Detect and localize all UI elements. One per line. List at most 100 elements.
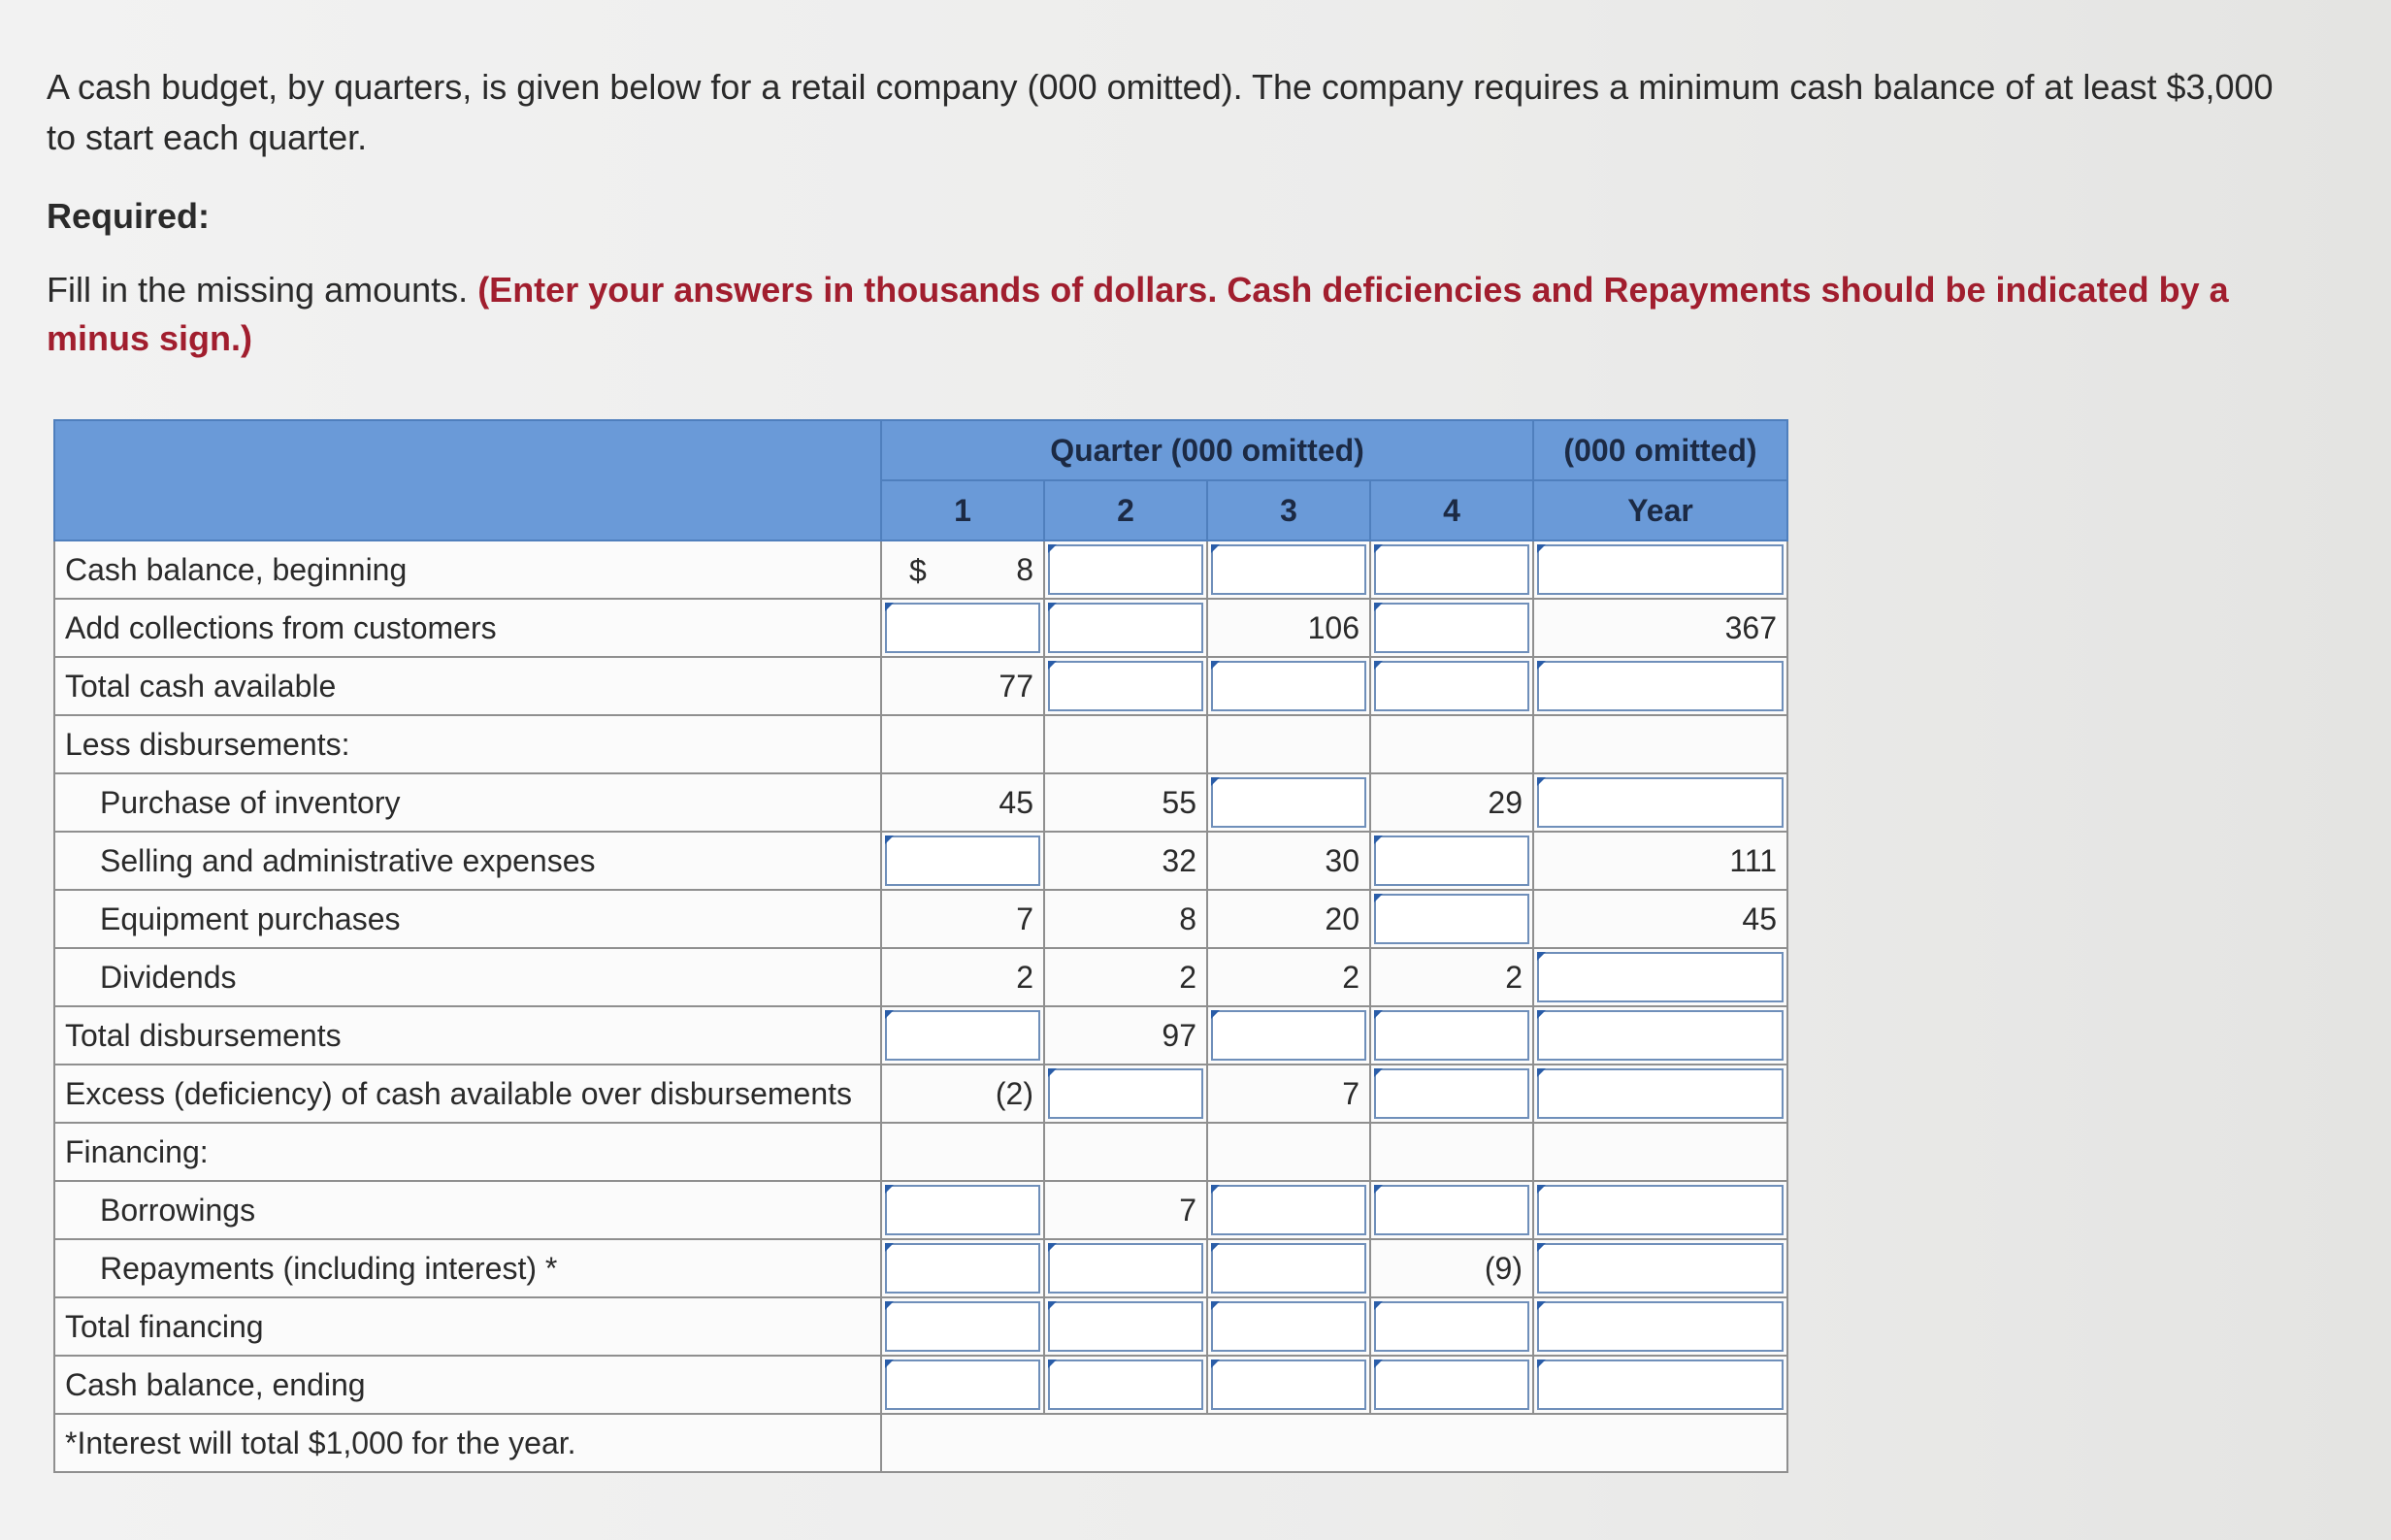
answer-input[interactable]	[1048, 1301, 1203, 1352]
answer-input[interactable]	[1374, 1068, 1529, 1119]
answer-input[interactable]	[1537, 777, 1784, 828]
answer-input[interactable]	[1374, 603, 1529, 653]
answer-input[interactable]	[1537, 1360, 1784, 1410]
answer-input[interactable]	[885, 1243, 1040, 1294]
table-row: Repayments (including interest) * (9)	[53, 1238, 1788, 1298]
cell-q2: 2	[1043, 947, 1208, 1007]
table-row: Financing:	[53, 1122, 1788, 1182]
answer-input[interactable]	[1211, 1360, 1366, 1410]
cell-q1	[880, 831, 1045, 891]
answer-input[interactable]	[1211, 544, 1366, 595]
answer-input[interactable]	[1537, 1301, 1784, 1352]
footnote-row: *Interest will total $1,000 for the year…	[53, 1413, 1788, 1473]
problem-statement: A cash budget, by quarters, is given bel…	[47, 62, 2278, 363]
answer-input[interactable]	[1374, 1185, 1529, 1235]
answer-input[interactable]	[1048, 1068, 1203, 1119]
answer-input[interactable]	[1048, 1360, 1203, 1410]
answer-input[interactable]	[1374, 894, 1529, 944]
row-label: Repayments (including interest) *	[53, 1238, 882, 1298]
answer-input[interactable]	[1537, 544, 1784, 595]
table-row: Selling and administrative expenses 32 30 1…	[53, 831, 1788, 891]
answer-input[interactable]	[1211, 1185, 1366, 1235]
intro-text: A cash budget, by quarters, is given bel…	[47, 67, 2274, 157]
cell-q2	[1043, 1064, 1208, 1124]
row-label: Add collections from customers	[53, 598, 882, 658]
cell-q4	[1369, 831, 1534, 891]
answer-input[interactable]	[885, 1185, 1040, 1235]
answer-input[interactable]	[1211, 1010, 1366, 1061]
table-row: Total cash available 77	[53, 656, 1788, 716]
footnote-spacer	[880, 1413, 1788, 1473]
answer-input[interactable]	[1537, 1243, 1784, 1294]
answer-input[interactable]	[1374, 1010, 1529, 1061]
required-label: Required:	[47, 196, 211, 236]
cell-q2	[1043, 656, 1208, 716]
cell-q4	[1369, 1180, 1534, 1240]
answer-input[interactable]	[1374, 544, 1529, 595]
cell-q1: 45	[880, 772, 1045, 833]
cell-q3	[1206, 1355, 1371, 1415]
table-row: Borrowings 7	[53, 1180, 1788, 1240]
cell-q3	[1206, 656, 1371, 716]
cell-q4	[1369, 656, 1534, 716]
answer-input[interactable]	[1211, 1243, 1366, 1294]
answer-input[interactable]	[1537, 1010, 1784, 1061]
row-label: Equipment purchases	[53, 889, 882, 949]
answer-input[interactable]	[1048, 544, 1203, 595]
cell-q4	[1369, 714, 1534, 774]
cell-year	[1532, 772, 1788, 833]
answer-input[interactable]	[1211, 777, 1366, 828]
cell-q2: 32	[1043, 831, 1208, 891]
cell-year	[1532, 1005, 1788, 1065]
answer-input[interactable]	[885, 1360, 1040, 1410]
instruction-text: Fill in the missing amounts. (Enter your…	[47, 266, 2278, 363]
cell-q2: 7	[1043, 1180, 1208, 1240]
answer-input[interactable]	[1211, 1301, 1366, 1352]
cell-year	[1532, 714, 1788, 774]
cell-year: 45	[1532, 889, 1788, 949]
answer-input[interactable]	[1537, 1068, 1784, 1119]
cell-year	[1532, 1296, 1788, 1357]
answer-input[interactable]	[1537, 661, 1784, 711]
cell-q1: 7	[880, 889, 1045, 949]
row-label: Dividends	[53, 947, 882, 1007]
answer-input[interactable]	[885, 1010, 1040, 1061]
answer-input[interactable]	[1048, 661, 1203, 711]
cell-q4	[1369, 1064, 1534, 1124]
answer-input[interactable]	[1537, 952, 1784, 1002]
cell-q1	[880, 1296, 1045, 1357]
answer-input[interactable]	[1374, 1360, 1529, 1410]
cell-value: 8	[1016, 551, 1033, 587]
answer-input[interactable]	[885, 1301, 1040, 1352]
cell-q4	[1369, 1005, 1534, 1065]
table-row: Total financing	[53, 1296, 1788, 1357]
answer-input[interactable]	[1374, 661, 1529, 711]
cell-q3: 20	[1206, 889, 1371, 949]
cell-q3	[1206, 772, 1371, 833]
cell-q3	[1206, 1122, 1371, 1182]
cell-q3	[1206, 1238, 1371, 1298]
cell-q3	[1206, 714, 1371, 774]
answer-input[interactable]	[1374, 1301, 1529, 1352]
answer-input[interactable]	[1048, 603, 1203, 653]
cell-q3	[1206, 1296, 1371, 1357]
cell-q3: 2	[1206, 947, 1371, 1007]
answer-input[interactable]	[1537, 1185, 1784, 1235]
table-row: Cash balance, beginning $8	[53, 540, 1788, 600]
cell-year: 111	[1532, 831, 1788, 891]
cell-q1	[880, 598, 1045, 658]
cell-year	[1532, 656, 1788, 716]
cell-q1: 77	[880, 656, 1045, 716]
row-label: Financing:	[53, 1122, 882, 1182]
answer-input[interactable]	[885, 603, 1040, 653]
cell-year	[1532, 947, 1788, 1007]
header-row-1: Quarter (000 omitted) (000 omitted)	[53, 419, 1788, 541]
cell-q2	[1043, 1122, 1208, 1182]
answer-input[interactable]	[1211, 661, 1366, 711]
row-label: Total disbursements	[53, 1005, 882, 1065]
answer-input[interactable]	[1374, 836, 1529, 886]
col-header-q1: 1	[880, 479, 1045, 541]
answer-input[interactable]	[885, 836, 1040, 886]
answer-input[interactable]	[1048, 1243, 1203, 1294]
table-row: Add collections from customers 106 367	[53, 598, 1788, 658]
